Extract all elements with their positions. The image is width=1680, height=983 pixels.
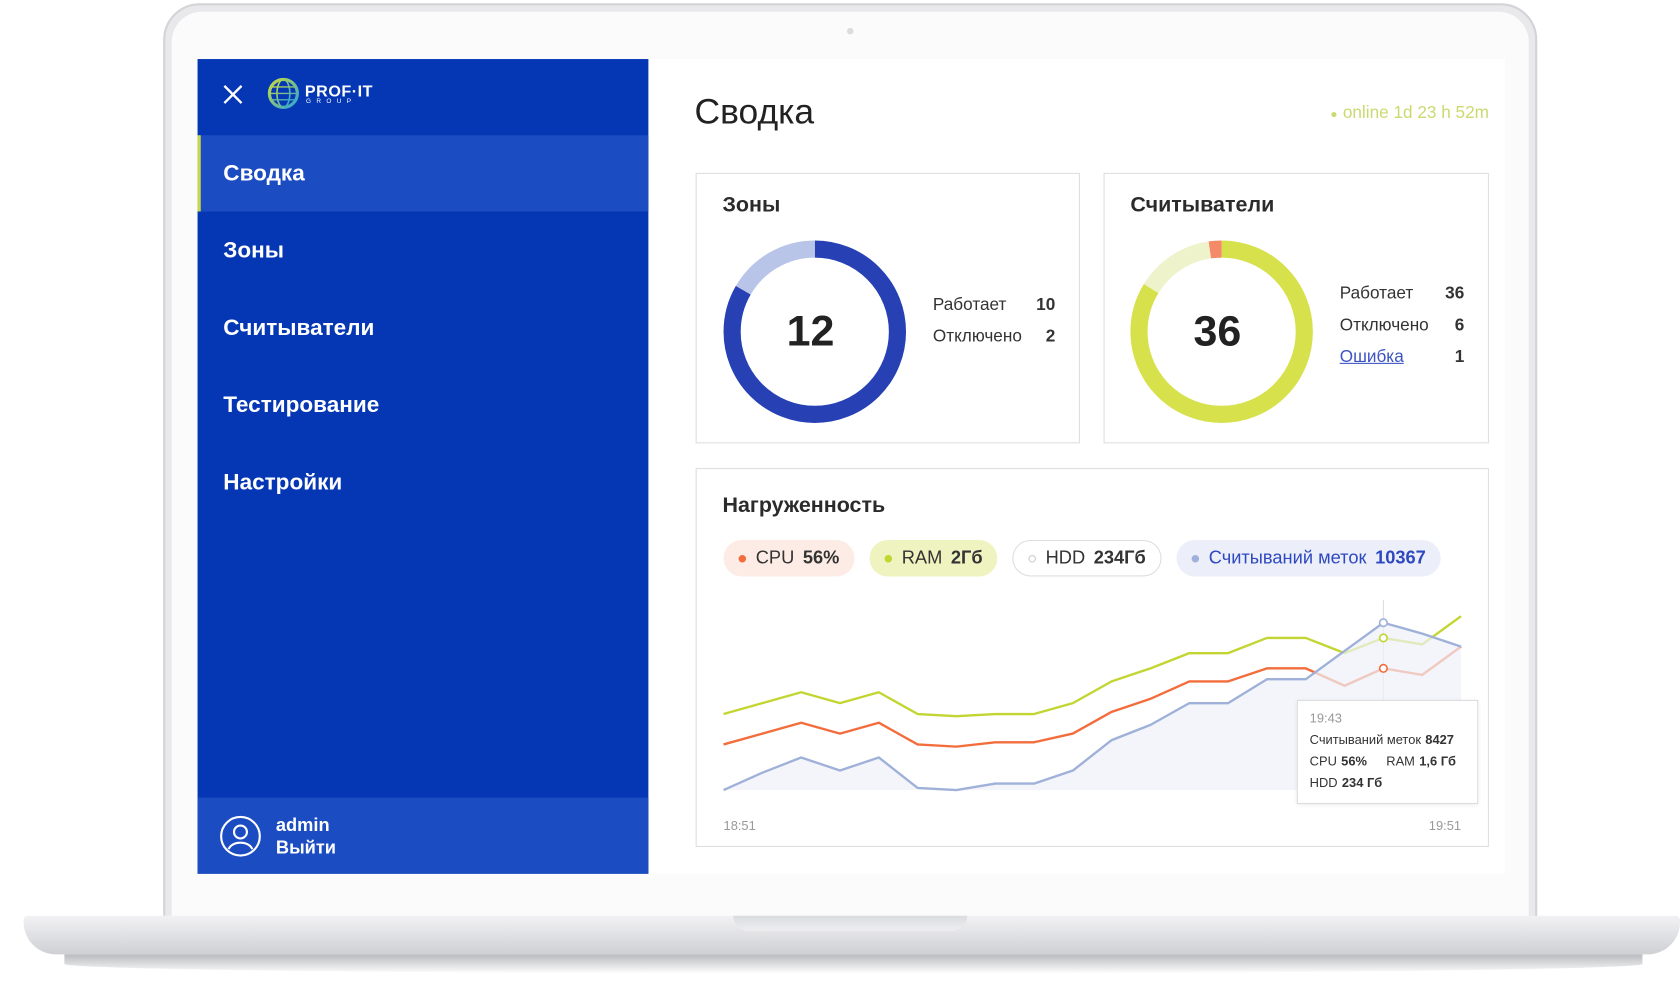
status-text: online 1d 23 h 52m <box>1342 104 1489 123</box>
donut-total: 12 <box>787 308 835 356</box>
user-name: admin <box>275 814 330 836</box>
legend-value: 1 <box>1454 347 1465 367</box>
online-status: ● online 1d 23 h 52m <box>1330 104 1489 123</box>
zones-card: Зоны 12 Работает 10 Отключено 2 <box>695 172 1080 444</box>
line <box>723 615 1462 718</box>
readers-card: Считыватели 36 Работает 36 Отключено 6 Ошибка 1 <box>1103 172 1489 444</box>
tooltip-label: CPU <box>1309 753 1337 769</box>
tooltip-row: Считываний меток 8427 <box>1310 732 1454 747</box>
legend-value: 6 <box>1454 316 1465 335</box>
x-tick-label: 19:51 <box>1429 818 1461 833</box>
tooltip: 19:43 Считываний меток 8427 CPU 56% RAM 1,6 Гб… <box>1296 699 1479 805</box>
legend-chip[interactable]: HDD 234Гб <box>1012 539 1162 577</box>
user-avatar <box>220 815 261 857</box>
legend-name: CPU <box>755 547 795 568</box>
legend-value: 234Гб <box>1093 547 1146 568</box>
page-title: Сводка <box>694 91 815 131</box>
avatar-head <box>232 824 248 840</box>
x-tick-label: 18:51 <box>724 818 756 833</box>
legend-dot <box>738 554 747 562</box>
tooltip-value: 1,6 Гб <box>1419 753 1456 769</box>
tooltip-label: HDD <box>1309 775 1338 791</box>
menu-item[interactable]: Сводка <box>197 135 649 212</box>
tooltip-value: 56% <box>1341 753 1367 769</box>
tooltip-label: Считываний меток <box>1309 732 1421 748</box>
legend-label: Работает <box>1339 284 1414 303</box>
hover-point <box>1378 663 1388 673</box>
laptop-shadow <box>64 954 1643 974</box>
tooltip-label: RAM <box>1386 753 1415 769</box>
tooltip-row: HDD 234 Гб <box>1310 775 1383 790</box>
hover-point <box>1378 618 1388 628</box>
donut-total: 36 <box>1193 308 1241 356</box>
legend-value: 10367 <box>1375 547 1426 568</box>
error-link: Ошибка <box>1339 347 1404 367</box>
load-title: Нагруженность <box>722 493 886 518</box>
close-button[interactable] <box>221 83 245 107</box>
menu-item[interactable]: Настройки <box>223 470 343 495</box>
screen: PROF·IT GROUP Сводка Зоны Считыватели Тести… <box>197 59 1506 874</box>
camera <box>846 27 854 35</box>
logo-name: PROF·IT <box>304 82 374 101</box>
user-panel: admin Выйти <box>197 797 649 874</box>
legend-value: 36 <box>1445 284 1465 303</box>
tooltip-time: 19:43 <box>1309 710 1342 726</box>
donut: 12 <box>723 240 907 423</box>
legend-name: RAM <box>901 547 943 568</box>
legend-value: 2 <box>1045 327 1056 346</box>
logo-globe <box>267 77 299 109</box>
legend-label: Работает <box>932 296 1007 315</box>
card-title: Зоны <box>722 193 781 217</box>
load-chart: 18:51 19:51 <box>723 600 1462 833</box>
legend-dot <box>1028 554 1036 562</box>
laptop-notch <box>733 915 968 931</box>
menu-item[interactable]: Зоны <box>223 238 285 264</box>
area <box>723 622 1462 791</box>
tooltip-row: CPU 56% RAM 1,6 Гб <box>1310 754 1456 769</box>
close-icon <box>223 85 243 104</box>
donut-segment <box>723 240 907 423</box>
legend-label: Отключено <box>1339 316 1429 335</box>
avatar-ring <box>220 815 261 857</box>
main: Сводка ● online 1d 23 h 52m Зоны 12 Работае… <box>648 59 1505 874</box>
legend-value: 2Гб <box>950 547 983 568</box>
status-dot: ● <box>1330 108 1338 122</box>
legend-chip[interactable]: Считываний меток 10367 <box>1176 539 1441 577</box>
globe-parallels <box>269 86 298 101</box>
logo-sub: GROUP <box>305 98 357 106</box>
load-card: Нагруженность 18:51 19:51 CPU 56% RAM 2Гб HDD… <box>695 468 1489 847</box>
legend-chip[interactable]: RAM 2Гб <box>869 539 998 577</box>
tooltip-value: 8427 <box>1425 732 1454 748</box>
legend-value: 10 <box>1036 296 1056 315</box>
hover-point <box>1378 633 1388 643</box>
donut-segment <box>1130 240 1313 423</box>
avatar-body <box>227 841 254 850</box>
line <box>723 621 1462 792</box>
card-title: Считыватели <box>1130 193 1275 217</box>
legend-label: Отключено <box>932 327 1022 346</box>
legend-name: Считываний меток <box>1208 547 1367 568</box>
legend-dot <box>884 554 893 562</box>
menu-item[interactable]: Тестирование <box>223 392 380 418</box>
donut: 36 <box>1130 240 1313 423</box>
logout-link[interactable]: Выйти <box>275 837 337 858</box>
legend-name: HDD <box>1045 547 1086 568</box>
legend-value: 56% <box>802 547 840 568</box>
menu-item[interactable]: Считыватели <box>223 315 375 341</box>
legend-dot <box>1191 554 1200 562</box>
legend-chip[interactable]: CPU 56% <box>723 539 855 577</box>
tooltip-value: 234 Гб <box>1341 775 1383 791</box>
sidebar: PROF·IT GROUP Сводка Зоны Считыватели Тести… <box>197 59 649 874</box>
